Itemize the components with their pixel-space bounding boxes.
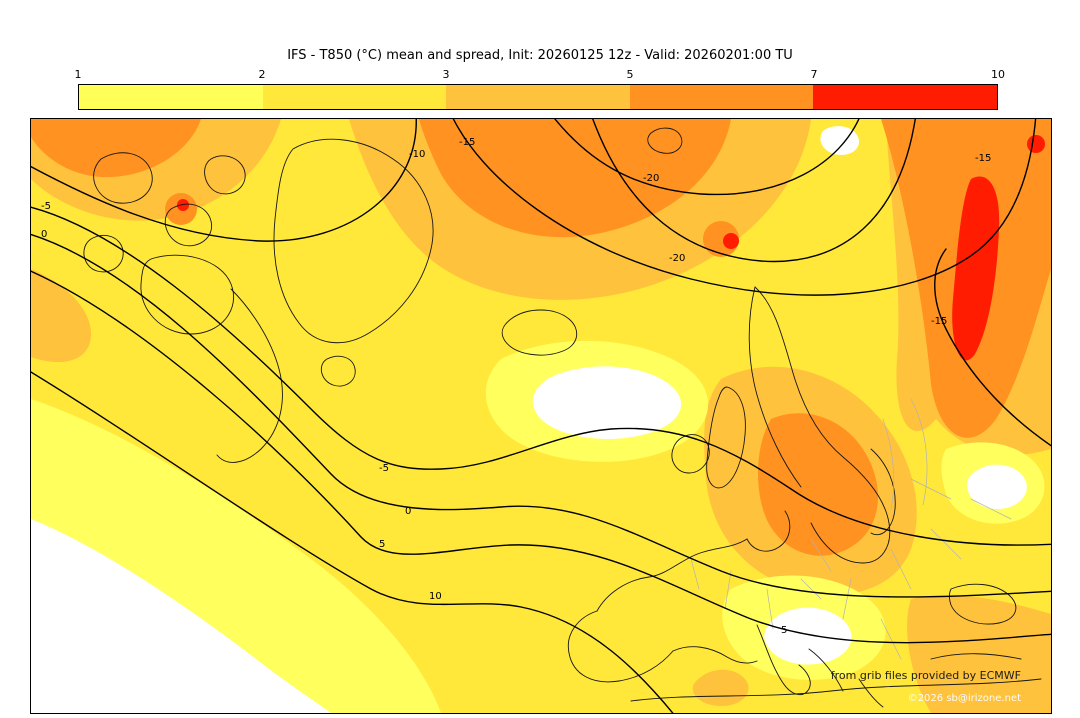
map-area: -5 0 -10 -15 -20 -20 -15 -15 -5 0 5 10 5…	[30, 118, 1052, 714]
contour-label: 0	[41, 229, 47, 240]
colorbar-tick: 5	[626, 68, 634, 81]
colorbar-tick: 1	[74, 68, 82, 81]
contour-label: -10	[409, 149, 425, 160]
page-title: IFS - T850 (°C) mean and spread, Init: 2…	[287, 48, 793, 63]
country-borders	[690, 398, 1012, 660]
contour-line-minus15b	[934, 248, 1051, 447]
contour-label: -5	[41, 201, 51, 212]
contour-line-minus20a	[554, 119, 860, 196]
contour-label: -15	[975, 153, 991, 164]
contour-label: 5	[379, 539, 385, 550]
colorbar-segment	[446, 85, 630, 109]
attribution-copyright: ©2026 sb@irizone.net	[908, 693, 1021, 704]
colorbar-tick-labels: 1 2 3 5 7 10	[74, 68, 1006, 82]
colorbar-segment	[79, 85, 263, 109]
attribution-ecmwf: from grib files provided by ECMWF	[831, 669, 1021, 682]
contour-label: -20	[669, 253, 685, 264]
colorbar-segment	[813, 85, 997, 109]
contour-label: 10	[429, 591, 442, 602]
contour-line-minus20b	[592, 119, 916, 263]
contour-label: -5	[379, 463, 389, 474]
colorbar-tick: 2	[258, 68, 266, 81]
contour-label: 5	[781, 625, 787, 636]
contour-labels: -5 0 -10 -15 -20 -20 -15 -15 -5 0 5 10 5	[41, 137, 991, 636]
contour-label: 0	[405, 506, 411, 517]
contour-line-minus5	[31, 206, 1051, 546]
colorbar-tick: 10	[991, 68, 1005, 81]
contour-line-10	[31, 371, 674, 713]
contour-label: -15	[931, 316, 947, 327]
contour-line-0	[31, 233, 1051, 598]
contour-label: -20	[643, 173, 659, 184]
contour-line-minus10	[31, 119, 417, 242]
colorbar-tick: 3	[442, 68, 450, 81]
colorbar	[78, 84, 998, 110]
coastlines	[83, 127, 1042, 708]
colorbar-segment	[629, 85, 814, 109]
contour-map-svg: -5 0 -10 -15 -20 -20 -15 -15 -5 0 5 10 5…	[31, 119, 1051, 713]
colorbar-segment	[262, 85, 447, 109]
contour-line-minus15	[452, 119, 1037, 296]
contour-label: -15	[459, 137, 475, 148]
contour-lines	[31, 119, 1051, 713]
colorbar-tick: 7	[810, 68, 818, 81]
contour-line-5	[31, 270, 1051, 644]
spread-fill-white	[31, 126, 1027, 713]
